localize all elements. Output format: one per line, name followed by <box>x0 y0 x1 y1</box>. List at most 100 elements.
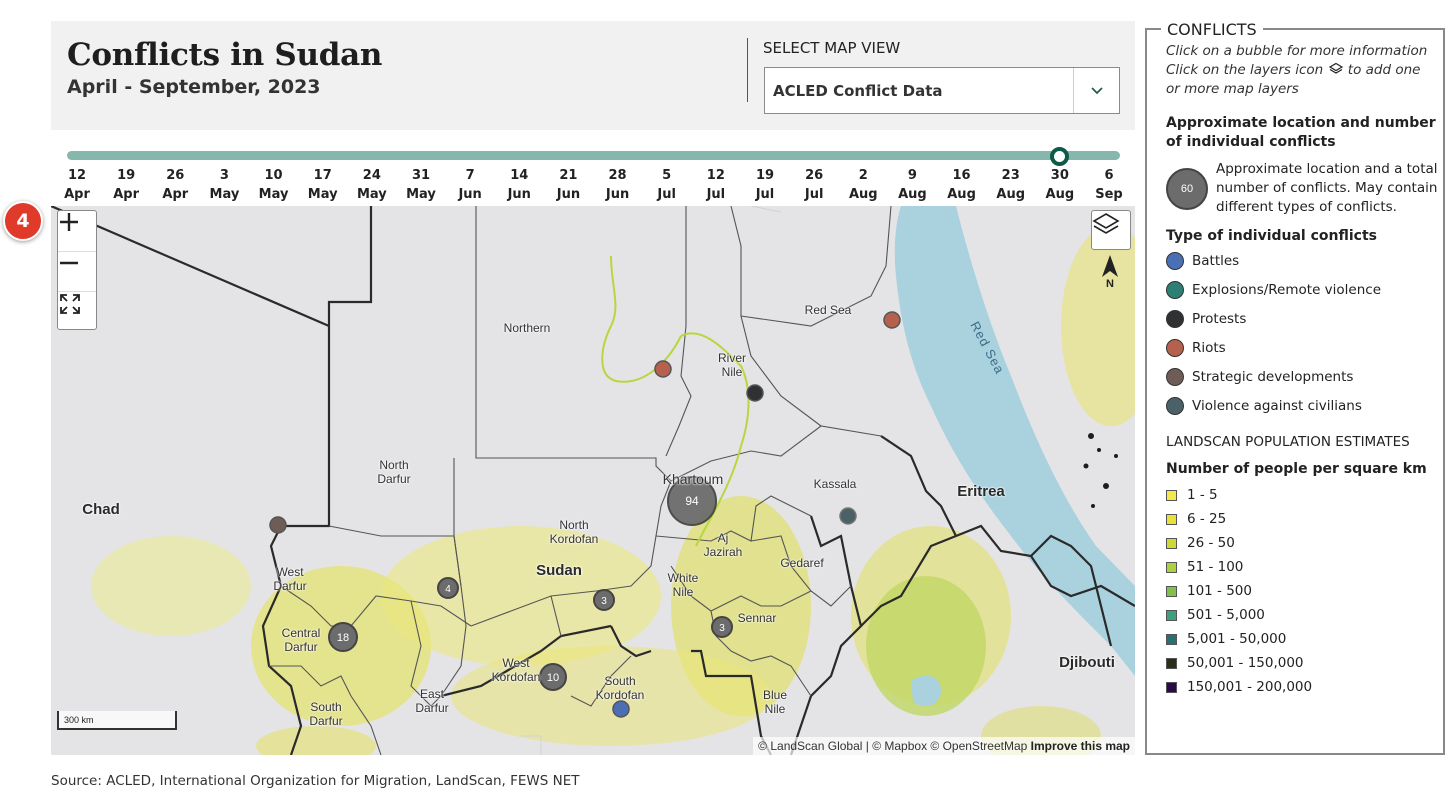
strategic-development-marker[interactable] <box>269 516 287 534</box>
cluster-count: 4 <box>445 584 451 595</box>
timeline-tick-day: 9 <box>907 168 917 183</box>
khartoum-cluster[interactable]: 94 <box>667 476 717 526</box>
improve-map-link[interactable]: Improve this map <box>1030 739 1130 753</box>
cluster-count: 10 <box>547 672 559 684</box>
timeline-tick[interactable]: 12 Apr <box>57 166 97 204</box>
timeline-tick[interactable]: 31 May <box>401 166 441 204</box>
legend-landscan-caption: LANDSCAN POPULATION ESTIMATES <box>1166 434 1410 450</box>
timeline-track[interactable] <box>67 151 1120 160</box>
timeline-tick[interactable]: 12 Jul <box>696 166 736 204</box>
cluster-count: 3 <box>719 623 725 634</box>
timeline-tick[interactable]: 16 Aug <box>942 166 982 204</box>
legend-pop-item: 1 - 5 <box>1166 487 1218 503</box>
legend-types-heading: Type of individual conflicts <box>1166 228 1377 244</box>
sennar-cluster[interactable]: 3 <box>711 616 733 638</box>
timeline-tick[interactable]: 3 May <box>204 166 244 204</box>
battle-marker[interactable] <box>612 700 630 718</box>
legend-type-swatch <box>1166 252 1184 270</box>
date-timeline[interactable]: 12 Apr 19 Apr 26 Apr 3 May 10 May 17 May 24 May 31 May 7… <box>51 138 1135 206</box>
timeline-tick[interactable]: 19 Jul <box>745 166 785 204</box>
map-label-north-kordofan: North Kordofan <box>549 518 599 546</box>
dahlak-islands <box>1083 433 1118 508</box>
timeline-tick[interactable]: 19 Apr <box>106 166 146 204</box>
north-kordofan-cluster[interactable]: 3 <box>593 589 615 611</box>
header-card: Conflicts in Sudan April - September, 20… <box>51 21 1135 130</box>
select-map-view-label: SELECT MAP VIEW <box>763 39 901 57</box>
timeline-tick-month: May <box>356 187 387 202</box>
timeline-tick[interactable]: 23 Aug <box>991 166 1031 204</box>
timeline-tick-day: 2 <box>858 168 868 183</box>
map-attribution: © LandScan Global | © Mapbox © OpenStree… <box>753 737 1135 755</box>
attribution-text[interactable]: © LandScan Global | © Mapbox © OpenStree… <box>758 739 1028 753</box>
violence-against-civilians-marker[interactable] <box>839 507 857 525</box>
fullscreen-icon <box>60 294 80 314</box>
riot-marker[interactable] <box>654 360 672 378</box>
timeline-tick[interactable]: 9 Aug <box>892 166 932 204</box>
zoom-controls <box>57 210 97 330</box>
timeline-tick[interactable]: 26 Jul <box>794 166 834 204</box>
map-label-blue-nile: Blue Nile <box>762 688 788 716</box>
cluster-bubbles[interactable]: 94 18 10 4 3 3 <box>328 476 733 691</box>
north-darfur-cluster[interactable]: 4 <box>437 577 459 599</box>
timeline-tick[interactable]: 30 Aug <box>1040 166 1080 204</box>
conflict-markers[interactable] <box>269 311 901 718</box>
map-label-sudan: Sudan <box>536 562 582 579</box>
central-darfur-cluster[interactable]: 18 <box>328 622 358 652</box>
lake-tana <box>911 675 941 707</box>
timeline-tick-month: Apr <box>113 187 140 202</box>
legend-pop-label: 501 - 5,000 <box>1187 607 1265 623</box>
protest-marker[interactable] <box>746 384 764 402</box>
timeline-tick-month: Aug <box>996 187 1026 202</box>
timeline-tick[interactable]: 17 May <box>303 166 343 204</box>
legend-type-swatch <box>1166 310 1184 328</box>
layers-button[interactable] <box>1091 210 1131 250</box>
legend-type-label: Explosions/Remote violence <box>1192 282 1381 298</box>
legend-pop-item: 26 - 50 <box>1166 535 1235 551</box>
map-basemap: 94 18 10 4 3 3 <box>51 206 1135 755</box>
timeline-tick-day: 10 <box>264 168 283 183</box>
legend-pop-heading: Number of people per square km <box>1166 461 1427 477</box>
timeline-tick[interactable]: 21 Jun <box>548 166 588 204</box>
legend-panel: CONFLICTS Click on a bubble for more inf… <box>1145 20 1445 755</box>
step-badge: 4 <box>3 201 43 241</box>
legend-title: CONFLICTS <box>1161 20 1263 39</box>
zoom-in-button[interactable] <box>58 211 96 250</box>
map-view-select[interactable]: ACLED Conflict Data <box>764 67 1120 114</box>
legend-pop-item: 50,001 - 150,000 <box>1166 655 1304 671</box>
timeline-tick-day: 12 <box>67 168 87 183</box>
timeline-tick[interactable]: 24 May <box>352 166 392 204</box>
timeline-tick-day: 3 <box>219 168 229 183</box>
timeline-tick[interactable]: 14 Jun <box>499 166 539 204</box>
west-kordofan-cluster[interactable]: 10 <box>539 663 567 691</box>
cluster-count: 94 <box>685 494 699 508</box>
map-label-river-nile: River Nile <box>717 351 747 379</box>
timeline-tick-month: May <box>258 187 289 202</box>
timeline-tick[interactable]: 26 Apr <box>155 166 195 204</box>
timeline-tick[interactable]: 7 Jun <box>450 166 490 204</box>
plus-icon <box>60 213 78 231</box>
timeline-handle[interactable] <box>1050 147 1070 166</box>
legend-type-label: Protests <box>1192 311 1247 327</box>
fullscreen-button[interactable] <box>58 291 96 330</box>
timeline-tick[interactable]: 2 Aug <box>843 166 883 204</box>
timeline-tick[interactable]: 5 Jul <box>647 166 687 204</box>
legend-type-item: Violence against civilians <box>1166 397 1362 415</box>
timeline-tick[interactable]: 10 May <box>254 166 294 204</box>
timeline-tick-day: 5 <box>662 168 672 183</box>
riot-marker[interactable] <box>883 311 901 329</box>
timeline-tick-month: Jun <box>605 187 630 202</box>
map-label-khartoum: Khartoum <box>662 471 724 487</box>
timeline-tick[interactable]: 6 Sep <box>1089 166 1129 204</box>
map-label-south-kordofan: South Kordofan <box>595 674 645 702</box>
timeline-tick-month: Aug <box>947 187 976 202</box>
map-label-west-kordofan: West Kordofan <box>491 656 541 684</box>
select-separator <box>1073 68 1074 113</box>
zoom-out-button[interactable] <box>58 251 96 290</box>
timeline-tick[interactable]: 28 Jun <box>598 166 638 204</box>
timeline-tick-month: Aug <box>1045 187 1075 202</box>
map-label-northern: Northern <box>503 321 551 335</box>
north-label: N <box>1106 278 1114 290</box>
map-canvas[interactable]: 94 18 10 4 3 3 Chad Sudan <box>51 206 1135 755</box>
legend-pop-swatch <box>1166 633 1177 645</box>
timeline-tick-month: Aug <box>848 187 878 202</box>
